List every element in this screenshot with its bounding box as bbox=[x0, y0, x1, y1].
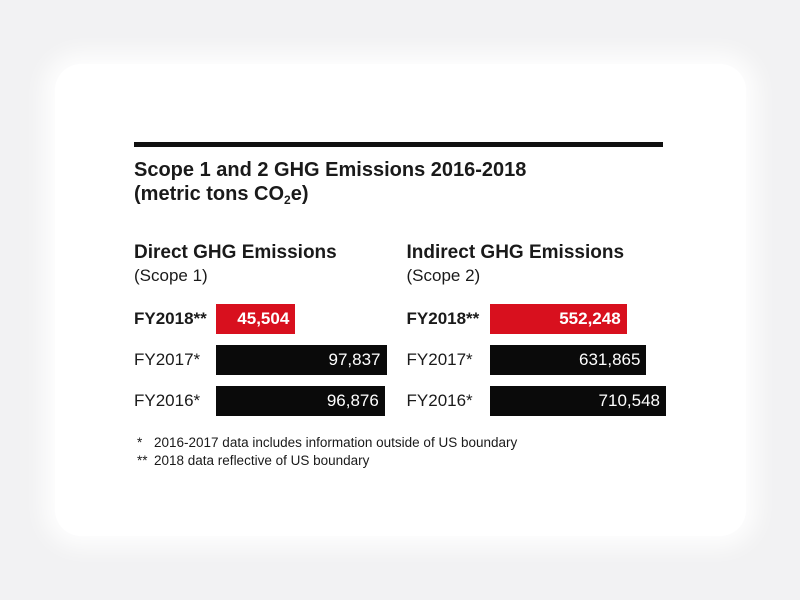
scope2-chart-subtitle: (Scope 2) bbox=[406, 266, 481, 285]
footnote-marker: * bbox=[137, 435, 143, 450]
co2-subscript: 2 bbox=[284, 193, 291, 207]
footnote-text: 2018 data reflective of US boundary bbox=[154, 452, 370, 468]
bar-track: 96,876 bbox=[216, 386, 387, 416]
bar-value: 96,876 bbox=[326, 391, 379, 410]
bar: 96,876 bbox=[216, 386, 385, 416]
row-label: FY2018** bbox=[406, 309, 480, 328]
bar-row-fy2016: FY2016* 710,548 bbox=[407, 386, 666, 416]
row-label: FY2016* bbox=[406, 391, 473, 410]
chart-content: Scope 1 and 2 GHG Emissions 2016-2018 (me… bbox=[134, 142, 666, 469]
bar-row-fy2017: FY2017* 97,837 bbox=[134, 345, 387, 375]
scope2-chart-title: Indirect GHG Emissions bbox=[406, 242, 625, 263]
scope2-bar-rows: FY2018** 552,248 FY2017* 631,865 FY2016* bbox=[407, 304, 666, 416]
bar-track: 710,548 bbox=[489, 386, 666, 416]
bar-highlight: 45,504 bbox=[216, 304, 296, 334]
chart-main-title: Scope 1 and 2 GHG Emissions 2016-2018 (me… bbox=[134, 158, 666, 208]
bar-track: 631,865 bbox=[489, 345, 666, 375]
row-label: FY2018** bbox=[134, 309, 207, 328]
charts-row: Direct GHG Emissions (Scope 1) FY2018** … bbox=[134, 242, 666, 416]
scope2-chart: Indirect GHG Emissions (Scope 2) FY2018*… bbox=[407, 242, 666, 416]
footnote-double-asterisk: ** 2018 data reflective of US boundary bbox=[134, 452, 666, 470]
bar-value: 45,504 bbox=[237, 309, 290, 328]
units-text-prefix: (metric tons CO bbox=[134, 183, 285, 205]
row-label: FY2016* bbox=[134, 391, 201, 410]
bar: 97,837 bbox=[216, 345, 387, 375]
bar-row-fy2016: FY2016* 96,876 bbox=[134, 386, 387, 416]
bar-highlight: 552,248 bbox=[489, 304, 627, 334]
bar-value: 552,248 bbox=[559, 309, 621, 328]
bar-track: 45,504 bbox=[216, 304, 387, 334]
main-title-line1: Scope 1 and 2 GHG Emissions 2016-2018 bbox=[134, 159, 527, 181]
bar: 631,865 bbox=[489, 345, 647, 375]
bar-row-fy2018: FY2018** 45,504 bbox=[134, 304, 387, 334]
units-text-suffix: e) bbox=[290, 183, 309, 205]
bar-track: 97,837 bbox=[216, 345, 387, 375]
bar-row-fy2018: FY2018** 552,248 bbox=[407, 304, 666, 334]
scope1-chart: Direct GHG Emissions (Scope 1) FY2018** … bbox=[134, 242, 387, 416]
bar-value: 631,865 bbox=[579, 350, 641, 369]
scope1-chart-subtitle: (Scope 1) bbox=[134, 266, 208, 285]
top-divider-rule bbox=[134, 142, 663, 147]
scope1-chart-title: Direct GHG Emissions bbox=[134, 242, 337, 263]
footnote-text: 2016-2017 data includes information outs… bbox=[154, 435, 518, 450]
bar-value: 710,548 bbox=[598, 391, 660, 410]
scope1-bar-rows: FY2018** 45,504 FY2017* 97,837 FY2016* bbox=[134, 304, 387, 416]
bar: 710,548 bbox=[489, 386, 666, 416]
main-title-line2: (metric tons CO2e) bbox=[134, 183, 309, 207]
row-label: FY2017* bbox=[134, 350, 201, 369]
footnote-single-asterisk: * 2016-2017 data includes information ou… bbox=[134, 434, 666, 452]
footnote-marker: ** bbox=[137, 452, 148, 468]
footnotes: * 2016-2017 data includes information ou… bbox=[134, 434, 666, 469]
bar-row-fy2017: FY2017* 631,865 bbox=[407, 345, 666, 375]
bar-track: 552,248 bbox=[489, 304, 666, 334]
bar-value: 97,837 bbox=[328, 350, 381, 369]
row-label: FY2017* bbox=[406, 350, 473, 369]
chart-card: Scope 1 and 2 GHG Emissions 2016-2018 (me… bbox=[55, 64, 746, 536]
